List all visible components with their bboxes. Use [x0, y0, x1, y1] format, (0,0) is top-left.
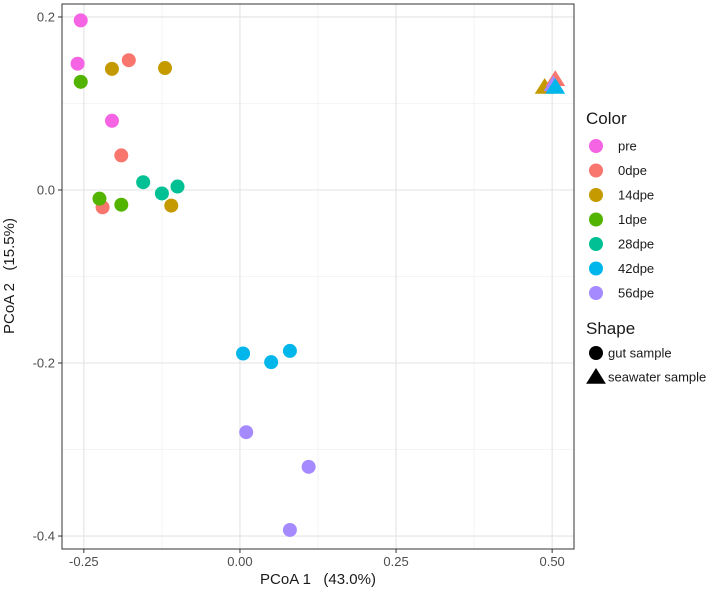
legend-shape-label: gut sample: [608, 346, 672, 361]
data-point: [164, 198, 179, 213]
legend-color-label: 1dpe: [618, 212, 647, 227]
y-tick-label: -0.4: [33, 529, 55, 544]
data-point: [282, 343, 297, 358]
color-legend-title: Color: [586, 109, 627, 128]
data-point-triangle: [545, 78, 566, 94]
x-tick-label: 0.00: [227, 554, 252, 569]
data-point: [170, 179, 185, 194]
x-tick-label: 0.25: [383, 554, 408, 569]
axes: -0.25 0.00 0.25 0.50 0.2 0.0 -0.2 -0.4: [33, 9, 565, 569]
legend-color-key: [589, 237, 603, 251]
y-tick-label: 0.2: [37, 9, 55, 24]
legend-color-key: [589, 139, 603, 153]
data-point: [301, 459, 316, 474]
data-point: [136, 175, 151, 190]
shape-legend-title: Shape: [586, 319, 635, 338]
legend-color-label: 28dpe: [618, 237, 654, 252]
data-point: [104, 61, 119, 76]
legend-shape-key: [586, 368, 606, 384]
legend-color-key: [589, 261, 603, 276]
data-point: [114, 148, 129, 163]
data-points: [70, 13, 566, 537]
data-point: [73, 13, 88, 28]
legend-color-label: pre: [618, 139, 637, 154]
legend-color-key: [589, 188, 603, 202]
x-tick-label: 0.50: [539, 554, 564, 569]
legend-color-key: [589, 286, 603, 300]
panel-border: [61, 3, 575, 550]
data-point: [92, 191, 107, 206]
legend-color-label: 56dpe: [618, 286, 654, 301]
data-point: [236, 346, 251, 361]
legend-color-label: 42dpe: [618, 261, 654, 276]
data-point: [104, 113, 119, 128]
legend-color-key: [589, 163, 603, 178]
data-point: [114, 197, 129, 212]
data-point: [70, 56, 85, 71]
x-axis-title: PCoA 1 (43.0%): [260, 571, 376, 588]
data-point: [264, 355, 279, 370]
data-point: [239, 425, 254, 440]
legend-color-key: [589, 212, 603, 227]
data-point: [154, 186, 169, 201]
legend-color-label: 0dpe: [618, 163, 647, 178]
data-point: [282, 522, 297, 537]
y-axis-title: PCoA 2 (15.5%): [1, 218, 18, 334]
y-tick-label: -0.2: [33, 356, 55, 371]
x-tick-label: -0.25: [69, 554, 99, 569]
data-point: [158, 61, 173, 76]
grid-lines: [62, 4, 574, 549]
data-point: [121, 53, 136, 68]
legend: Color Shape pre 0dpe 14dpe 1dpe 28dpe 42dpe 56…: [586, 109, 706, 385]
data-point: [73, 74, 88, 89]
legend-shape-key: [589, 346, 603, 360]
y-tick-label: 0.0: [37, 182, 55, 197]
legend-color-label: 14dpe: [618, 188, 654, 203]
legend-shape-label: seawater sample: [608, 370, 706, 385]
